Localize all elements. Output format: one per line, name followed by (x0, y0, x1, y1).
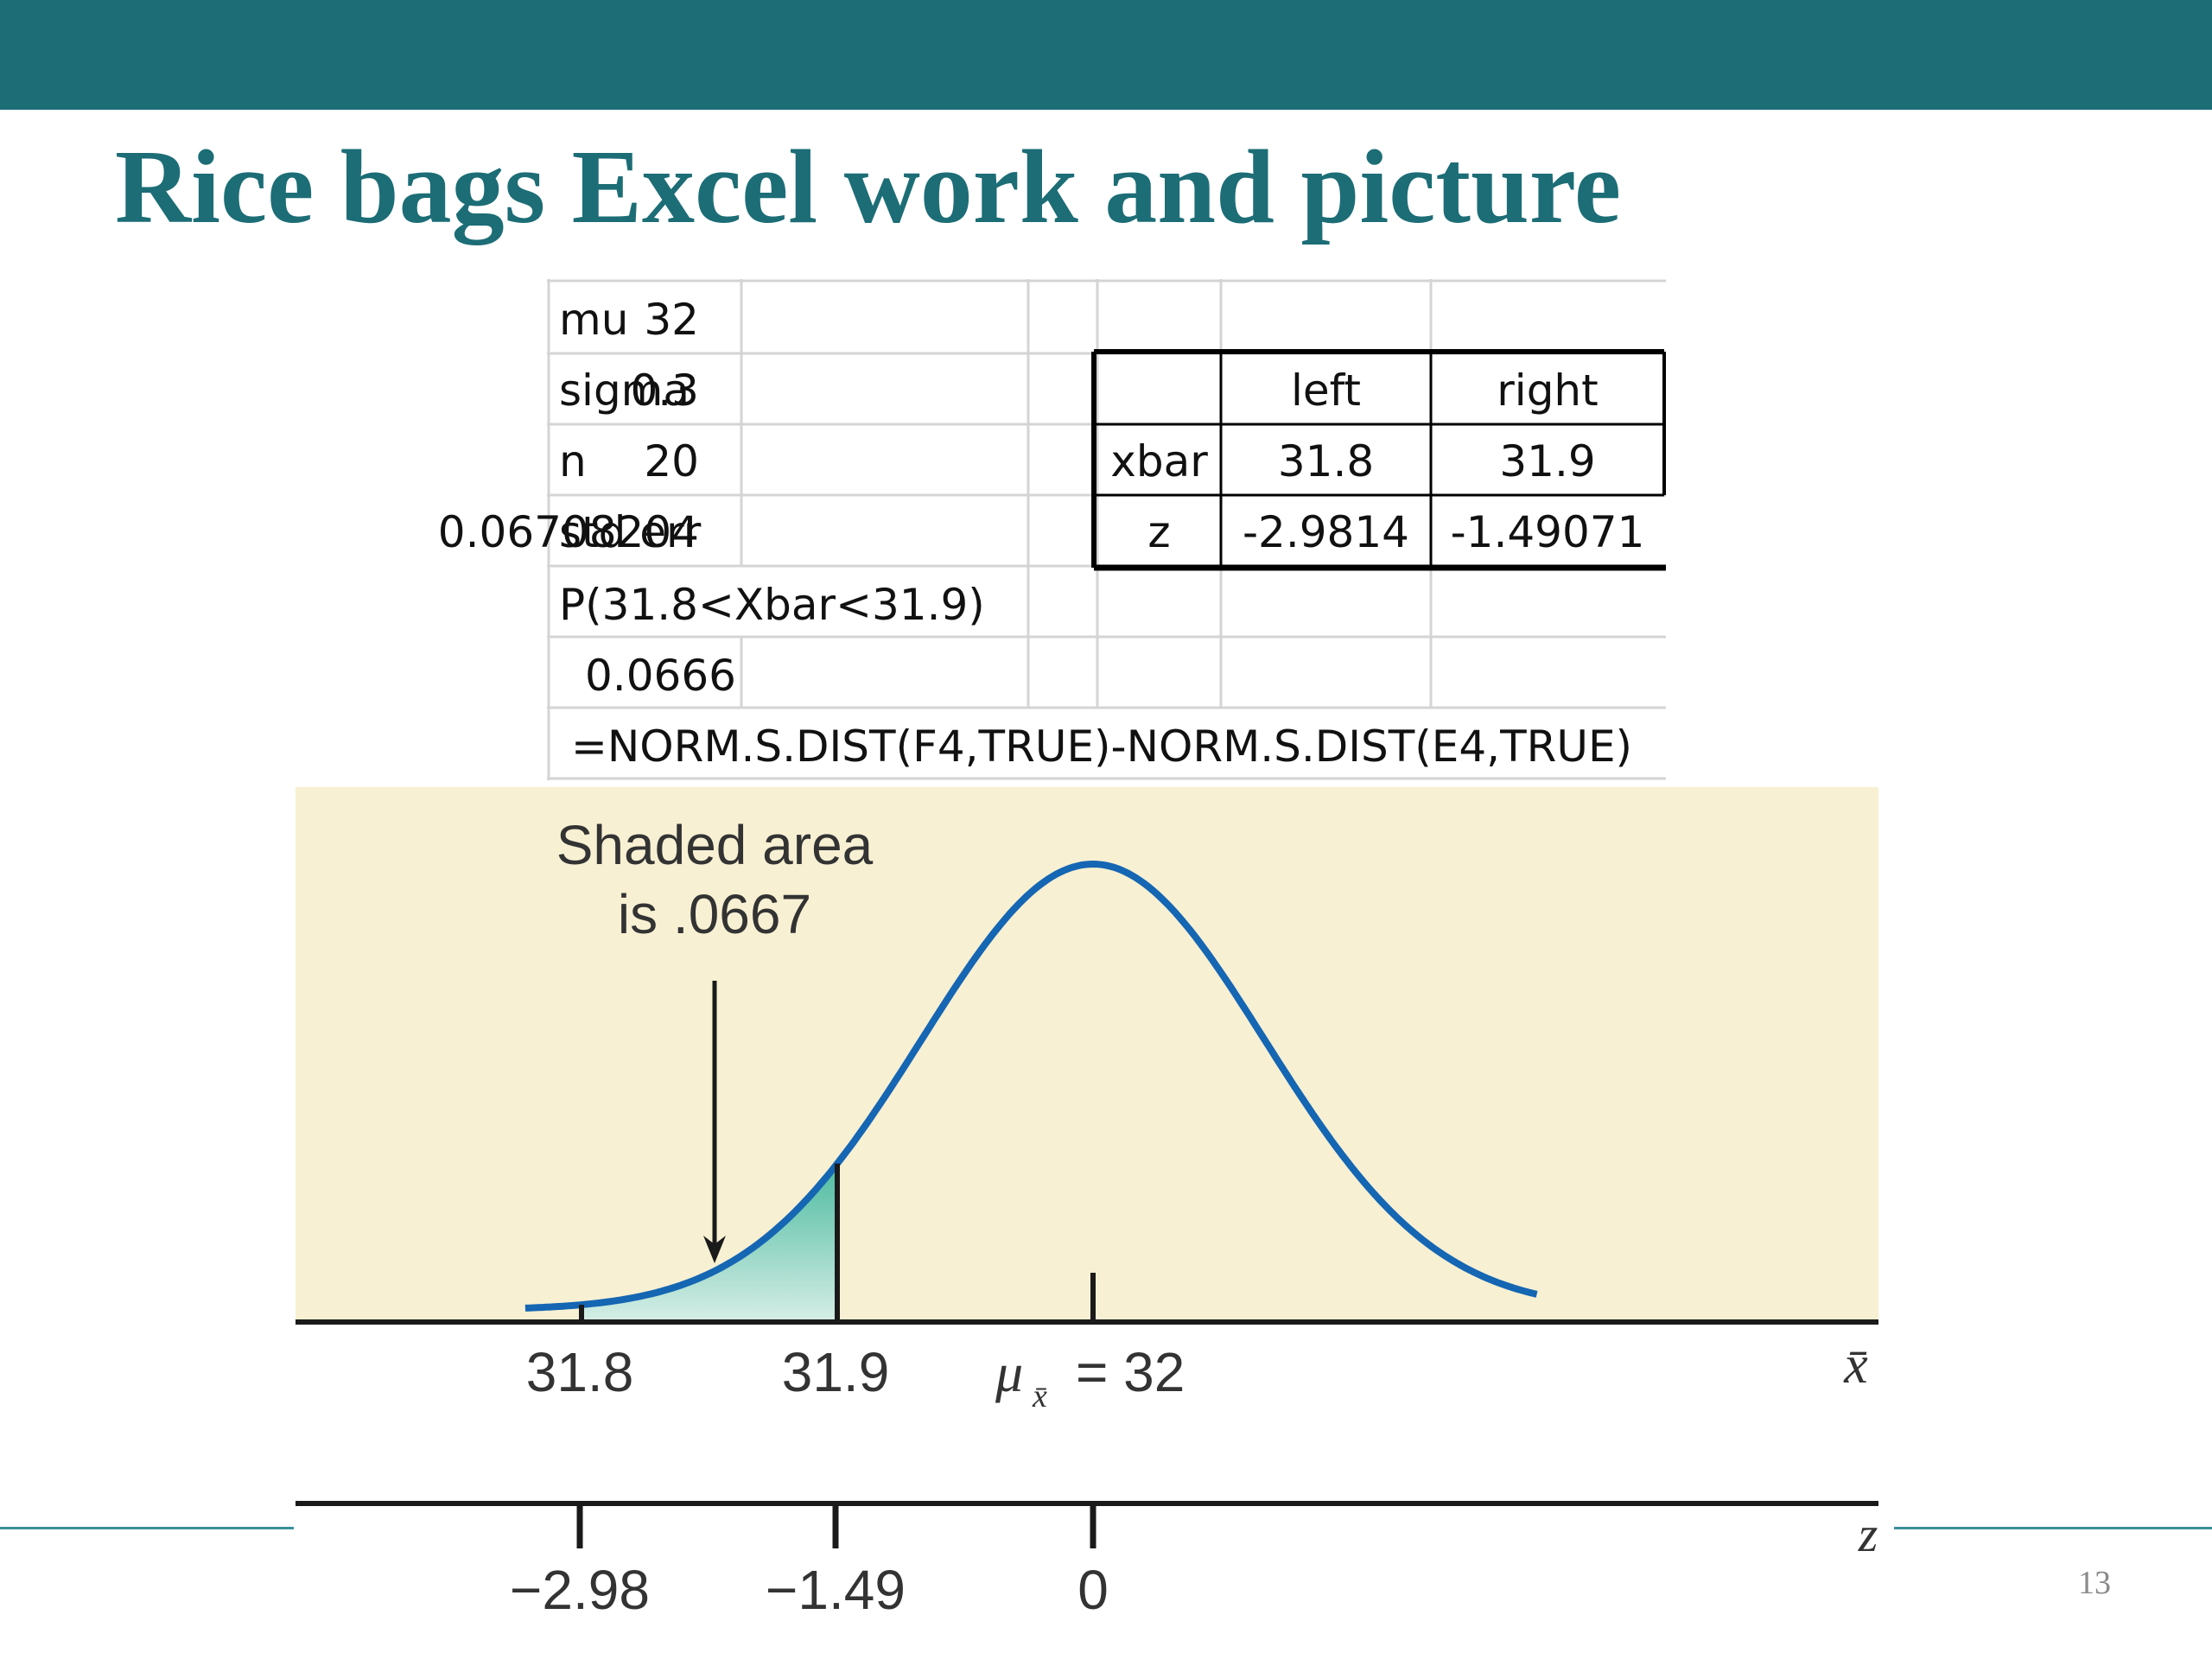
shaded-area (582, 1163, 837, 1322)
probability-value: 0.0666 (585, 651, 736, 701)
z-tick-label: −1.49 (766, 1559, 906, 1621)
sheet-gridlines (547, 279, 1666, 780)
title-bar (0, 0, 2212, 110)
page-number: 13 (2078, 1565, 2111, 1601)
mu-symbol: μ (995, 1342, 1023, 1403)
mu-value: = 32 (1076, 1341, 1185, 1403)
z-tick-label: 0 (1077, 1559, 1109, 1621)
param-label-mu: mu (559, 295, 629, 345)
annotation-line-2: is .0667 (618, 883, 811, 945)
density-curve (524, 860, 1538, 1312)
param-value-n: 20 (644, 436, 699, 486)
footer-rule-left (0, 1527, 294, 1529)
z-table-header-left: left (1291, 365, 1361, 416)
excel-sheet: mu 32 sigma 0.3 n 20 std err 0.06708204 … (438, 279, 1666, 780)
param-value-std-err: 0.06708204 (437, 507, 699, 557)
mu-subscript: x̄ (1032, 1378, 1047, 1414)
z-table-xbar-right: 31.9 (1499, 436, 1596, 486)
footer-rule-right (1894, 1527, 2212, 1529)
x-axis-label: x̄ (1843, 1336, 1868, 1395)
slide-title: Rice bags Excel work and picture (115, 129, 1621, 245)
z-table-row-label-z: z (1147, 507, 1171, 557)
x-tick-label: 31.9 (782, 1341, 890, 1403)
arrow-head-icon (703, 1236, 726, 1263)
annotation-line-1: Shaded area (556, 814, 874, 876)
probability-label: P(31.8<Xbar<31.9) (559, 580, 985, 630)
z-table-header-right: right (1497, 365, 1599, 416)
z-table-xbar-left: 31.8 (1277, 436, 1375, 486)
param-label-std-err: std err (559, 507, 702, 557)
formula-text: =NORM.S.DIST(F4,TRUE)-NORM.S.DIST(E4,TRU… (571, 721, 1633, 772)
z-table-row-label-xbar: xbar (1110, 436, 1208, 486)
param-value-sigma: 0.3 (630, 365, 699, 416)
z-axis-label: z (1858, 1506, 1878, 1562)
figure-background (296, 787, 1878, 1322)
z-tick-label: −2.98 (510, 1559, 650, 1621)
param-value-mu: 32 (644, 295, 699, 345)
param-label-sigma: sigma (559, 365, 690, 416)
param-label-n: n (559, 436, 587, 486)
z-table-z-left: -2.9814 (1243, 507, 1409, 557)
x-tick-label: 31.8 (526, 1341, 634, 1403)
z-table-z-right: -1.49071 (1450, 507, 1645, 557)
normal-distribution-figure: Shaded area is .0667 31.8 31.9 μ x̄ = 32… (296, 787, 1878, 1621)
